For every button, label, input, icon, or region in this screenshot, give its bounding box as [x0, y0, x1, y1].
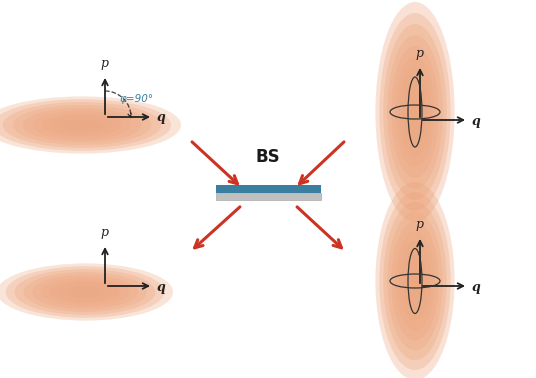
- Ellipse shape: [62, 119, 102, 131]
- Ellipse shape: [68, 286, 102, 298]
- Ellipse shape: [375, 182, 455, 378]
- Ellipse shape: [14, 269, 155, 315]
- Ellipse shape: [388, 212, 443, 350]
- Text: φ=90°: φ=90°: [119, 94, 153, 104]
- Ellipse shape: [407, 90, 423, 134]
- Ellipse shape: [399, 242, 431, 321]
- Bar: [215, 185, 321, 193]
- Ellipse shape: [23, 108, 142, 142]
- Text: p: p: [415, 47, 423, 60]
- Ellipse shape: [383, 24, 446, 200]
- Ellipse shape: [399, 68, 431, 156]
- Ellipse shape: [58, 284, 111, 301]
- Ellipse shape: [383, 202, 446, 360]
- Text: p: p: [100, 226, 108, 239]
- Ellipse shape: [388, 35, 443, 189]
- Ellipse shape: [379, 13, 451, 211]
- Ellipse shape: [50, 280, 120, 304]
- Ellipse shape: [375, 2, 455, 222]
- Ellipse shape: [395, 57, 435, 167]
- Ellipse shape: [33, 111, 131, 139]
- Ellipse shape: [403, 251, 427, 311]
- Ellipse shape: [0, 96, 181, 153]
- Text: q: q: [157, 112, 166, 124]
- Ellipse shape: [32, 275, 138, 309]
- Ellipse shape: [0, 99, 171, 151]
- Text: q: q: [472, 115, 481, 127]
- Ellipse shape: [403, 79, 427, 145]
- Ellipse shape: [379, 192, 451, 370]
- Ellipse shape: [391, 222, 439, 341]
- Ellipse shape: [0, 263, 173, 321]
- Ellipse shape: [42, 113, 122, 136]
- Text: BS: BS: [256, 148, 280, 166]
- Text: p: p: [415, 218, 423, 231]
- Ellipse shape: [24, 272, 147, 312]
- Ellipse shape: [53, 116, 111, 133]
- Ellipse shape: [41, 278, 129, 306]
- Ellipse shape: [6, 266, 164, 318]
- Ellipse shape: [3, 102, 161, 148]
- Ellipse shape: [395, 231, 435, 330]
- Ellipse shape: [391, 46, 439, 178]
- Text: q: q: [472, 280, 481, 293]
- Text: p: p: [100, 57, 108, 70]
- Ellipse shape: [13, 105, 151, 145]
- Bar: [215, 193, 321, 200]
- Text: q: q: [157, 280, 166, 293]
- Ellipse shape: [407, 261, 423, 301]
